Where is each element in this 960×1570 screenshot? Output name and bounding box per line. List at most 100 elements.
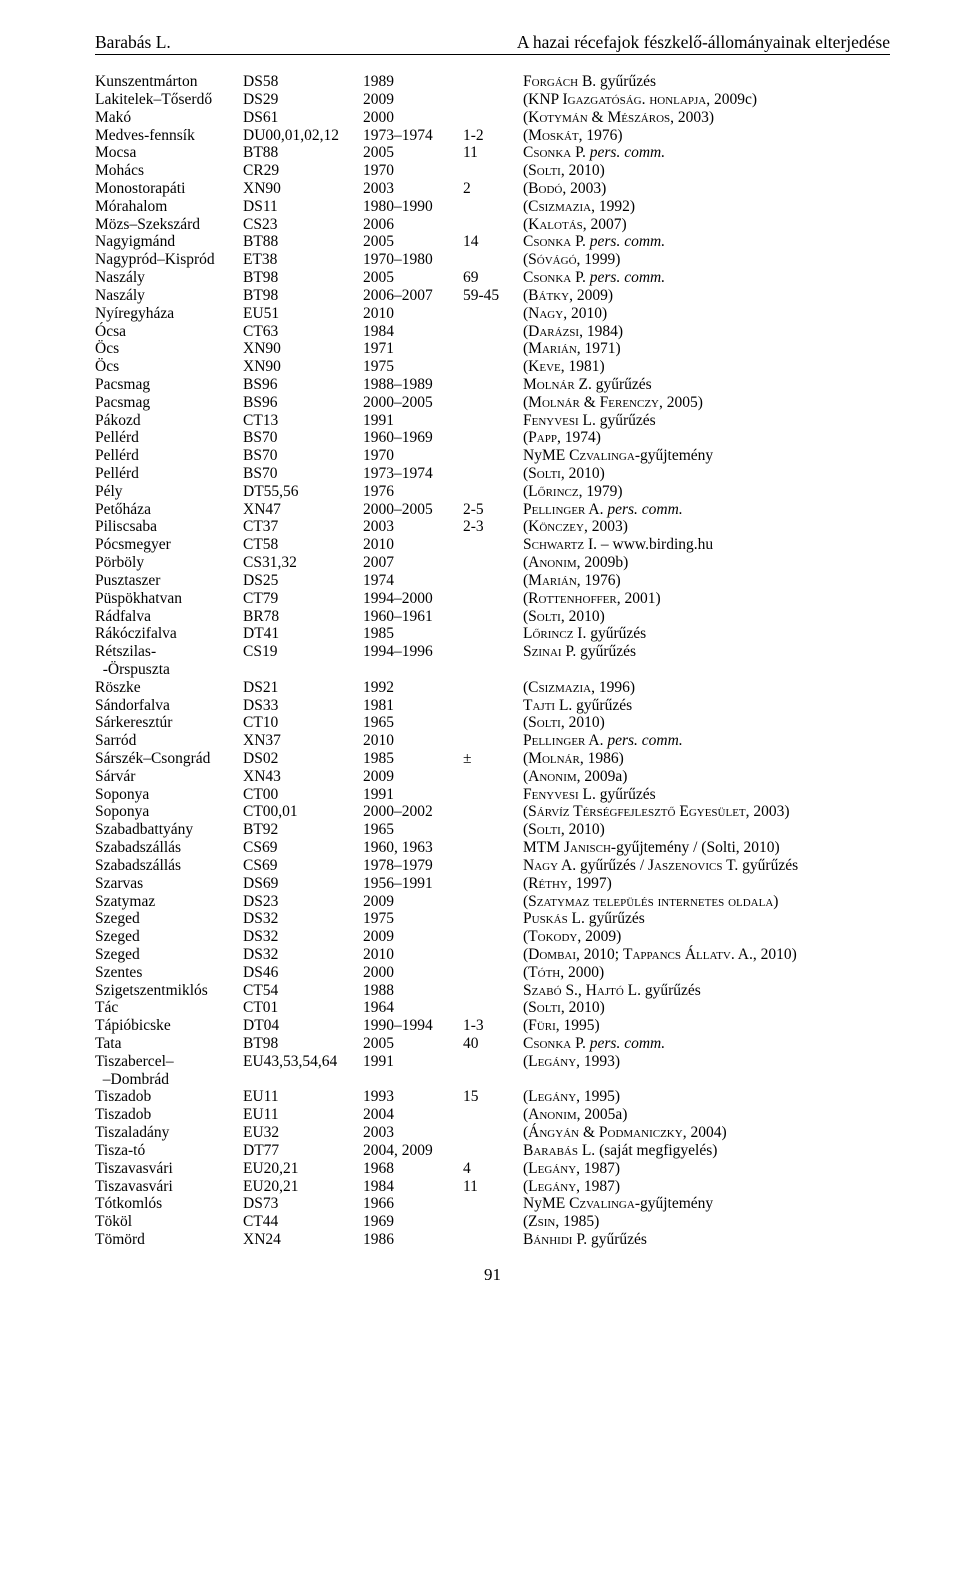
year: 2005 (363, 144, 463, 162)
locality: Röszke (95, 679, 243, 697)
locality: –Dombrád (95, 1071, 243, 1089)
locality: Nagypród–Kispród (95, 251, 243, 269)
grid-code: EU11 (243, 1088, 363, 1106)
table-row: SárkeresztúrCT101965(Solti, 2010) (95, 714, 890, 732)
count (463, 768, 523, 786)
year: 1985 (363, 625, 463, 643)
grid-code: BS70 (243, 465, 363, 483)
grid-code: ET38 (243, 251, 363, 269)
count (463, 198, 523, 216)
locality: Medves-fennsík (95, 127, 243, 145)
year: 2006 (363, 216, 463, 234)
reference: MTM Janisch-gyűjtemény / (Solti, 2010) (523, 839, 890, 857)
table-row: TiszavasváriEU20,21198411(Legány, 1987) (95, 1178, 890, 1196)
count (463, 394, 523, 412)
count (463, 875, 523, 893)
year: 2003 (363, 1124, 463, 1142)
locality: Lakitelek–Tőserdő (95, 91, 243, 109)
grid-code: XN24 (243, 1231, 363, 1249)
year: 1971 (363, 340, 463, 358)
reference: (Dombai, 2010; Tappancs Állatv. A., 2010… (523, 946, 890, 964)
count (463, 572, 523, 590)
locality: Pusztaszer (95, 572, 243, 590)
grid-code: DU00,01,02,12 (243, 127, 363, 145)
count (463, 305, 523, 323)
locality: Mözs–Szekszárd (95, 216, 243, 234)
reference: Szinai P. gyűrűzés (523, 643, 890, 661)
table-row: KunszentmártonDS581989Forgách B. gyűrűzé… (95, 73, 890, 91)
year: 2000–2005 (363, 501, 463, 519)
header-left: Barabás L. (95, 32, 171, 52)
year: 1978–1979 (363, 857, 463, 875)
year: 1980–1990 (363, 198, 463, 216)
year: 2009 (363, 91, 463, 109)
table-row: Nagypród–KispródET381970–1980(Sóvágó, 19… (95, 251, 890, 269)
year: 1994–2000 (363, 590, 463, 608)
grid-code: BT92 (243, 821, 363, 839)
table-row: SzabadszállásCS691960, 1963MTM Janisch-g… (95, 839, 890, 857)
locality: Sándorfalva (95, 697, 243, 715)
reference: (Nagy, 2010) (523, 305, 890, 323)
reference: (Bodó, 2003) (523, 180, 890, 198)
count: 69 (463, 269, 523, 287)
reference: Csonka P. pers. comm. (523, 233, 890, 251)
reference: (Zsin, 1985) (523, 1213, 890, 1231)
count (463, 1142, 523, 1160)
table-row: TiszavasváriEU20,2119684(Legány, 1987) (95, 1160, 890, 1178)
table-row: SzabadbattyányBT921965(Solti, 2010) (95, 821, 890, 839)
count (463, 803, 523, 821)
grid-code: CT79 (243, 590, 363, 608)
reference: (Bátky, 2009) (523, 287, 890, 305)
grid-code: DS11 (243, 198, 363, 216)
grid-code: XN90 (243, 340, 363, 358)
locality: Nyíregyháza (95, 305, 243, 323)
count (463, 483, 523, 501)
year: 2010 (363, 946, 463, 964)
reference: Molnár Z. gyűrűzés (523, 376, 890, 394)
year: 1984 (363, 1178, 463, 1196)
count (463, 465, 523, 483)
grid-code: XN43 (243, 768, 363, 786)
reference: Szabó S., Hajtó L. gyűrűzés (523, 982, 890, 1000)
year: 2010 (363, 732, 463, 750)
year: 2006–2007 (363, 287, 463, 305)
table-row: –Dombrád (95, 1071, 890, 1089)
year: 2003 (363, 180, 463, 198)
count (463, 999, 523, 1017)
year: 1991 (363, 786, 463, 804)
table-row: TótkomlósDS731966NyME Czvalinga-gyűjtemé… (95, 1195, 890, 1213)
reference: (Füri, 1995) (523, 1017, 890, 1035)
reference: (Marián, 1976) (523, 572, 890, 590)
reference: (Solti, 2010) (523, 162, 890, 180)
grid-code: DS21 (243, 679, 363, 697)
reference: Pellinger A. pers. comm. (523, 501, 890, 519)
table-row: MórahalomDS111980–1990(Csizmazia, 1992) (95, 198, 890, 216)
reference: (Tokody, 2009) (523, 928, 890, 946)
count (463, 732, 523, 750)
count (463, 1106, 523, 1124)
locality: -Örspuszta (95, 661, 243, 679)
locality: Tótkomlós (95, 1195, 243, 1213)
year: 2003 (363, 518, 463, 536)
reference: (Kalotás, 2007) (523, 216, 890, 234)
count: 14 (463, 233, 523, 251)
table-row: MohácsCR291970(Solti, 2010) (95, 162, 890, 180)
grid-code: DS25 (243, 572, 363, 590)
reference: (Molnár, 1986) (523, 750, 890, 768)
grid-code: CS69 (243, 839, 363, 857)
reference: (Legány, 1987) (523, 1160, 890, 1178)
count (463, 928, 523, 946)
grid-code: DS61 (243, 109, 363, 127)
reference: (Sóvágó, 1999) (523, 251, 890, 269)
count (463, 608, 523, 626)
locality: Pacsmag (95, 376, 243, 394)
year: 1974 (363, 572, 463, 590)
locality: Kunszentmárton (95, 73, 243, 91)
count: 59-45 (463, 287, 523, 305)
grid-code: DS58 (243, 73, 363, 91)
locality: Szeged (95, 928, 243, 946)
year: 2010 (363, 536, 463, 554)
count (463, 73, 523, 91)
year: 2000 (363, 964, 463, 982)
year: 1994–1996 (363, 643, 463, 661)
